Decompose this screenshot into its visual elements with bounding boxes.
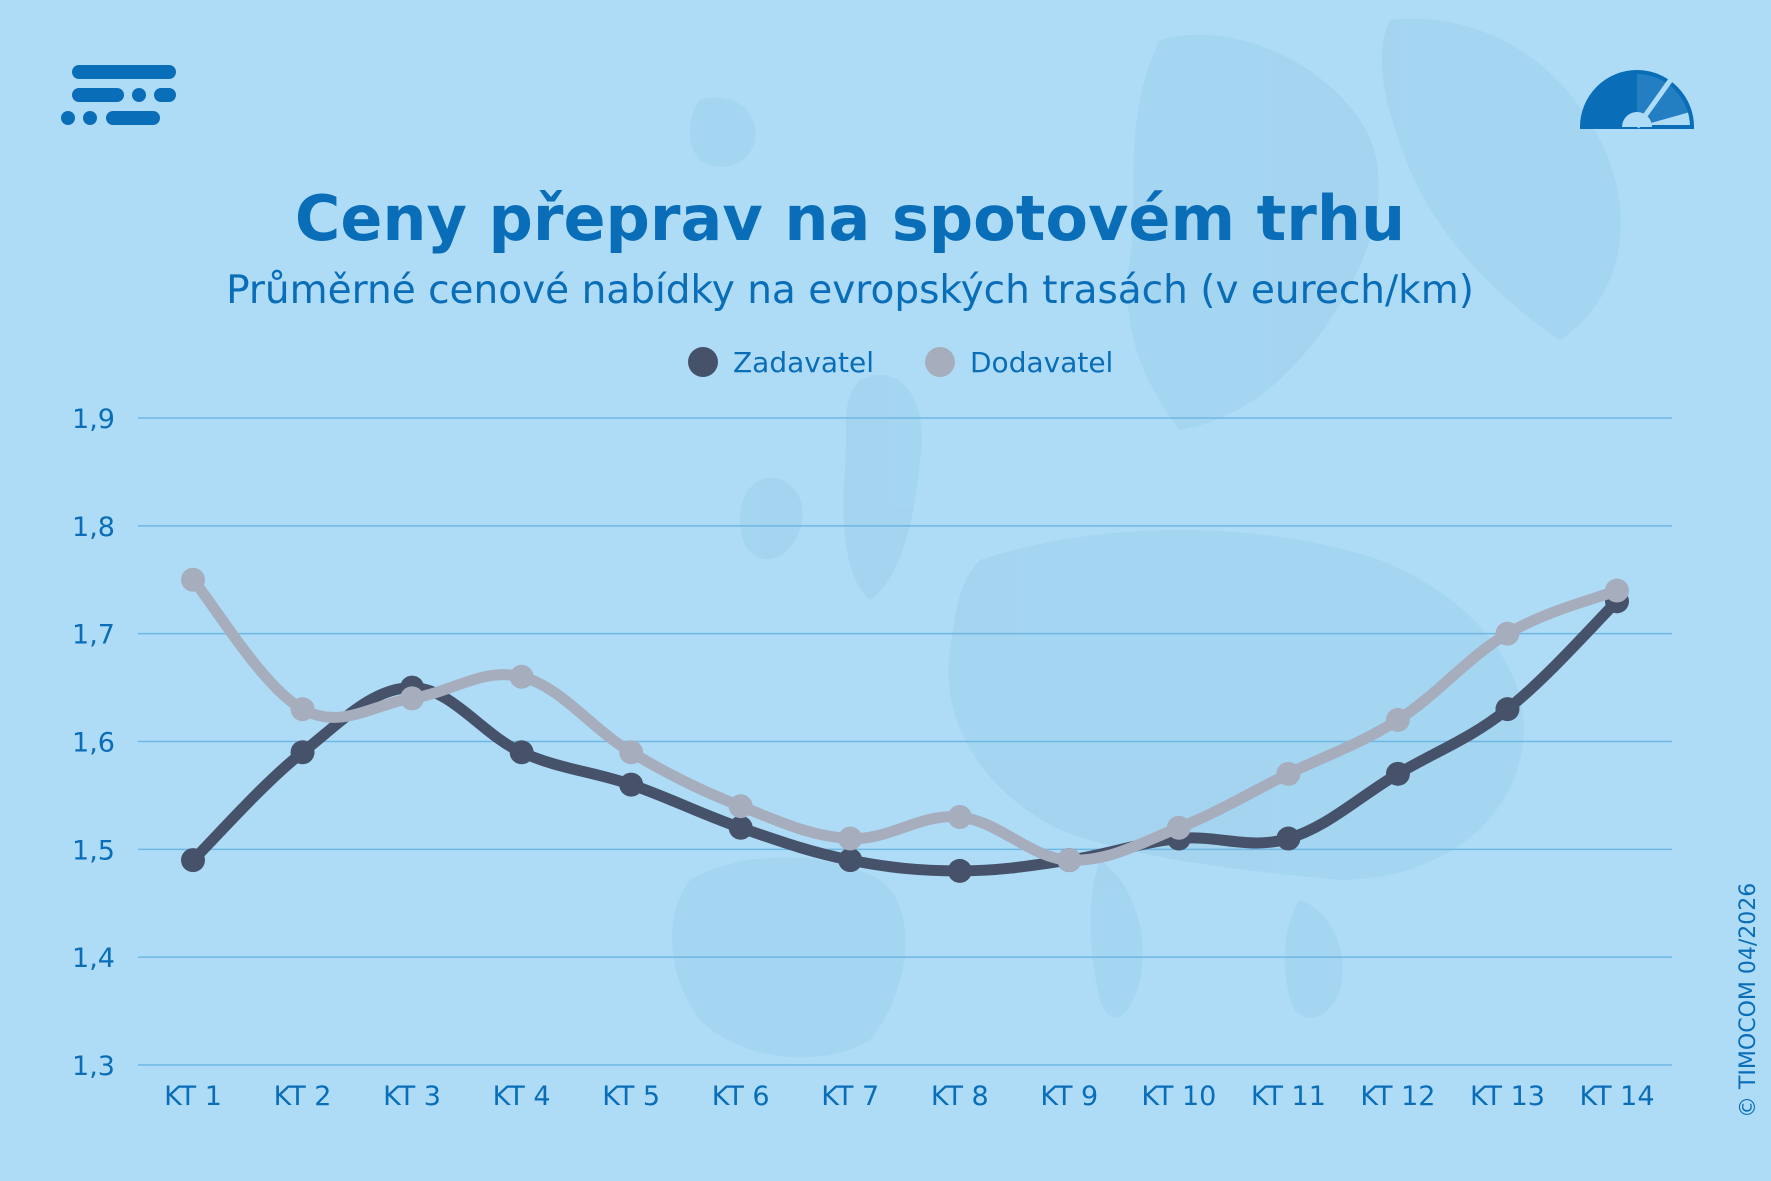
x-tick-label: KT 10: [1141, 1081, 1216, 1112]
y-tick-label: 1,9: [72, 404, 115, 435]
x-axis-tick-labels: KT 1 KT 2 KT 3 KT 4 KT 5 KT 6 KT 7 KT 8 KT 9 KT 1…: [164, 1081, 1654, 1112]
data-point-dodavatel: [619, 740, 644, 765]
x-tick-label: KT 1: [164, 1081, 222, 1112]
y-tick-label: 1,8: [72, 512, 115, 543]
x-tick-label: KT 13: [1470, 1081, 1545, 1112]
data-point-dodavatel: [1057, 848, 1082, 873]
data-point-zadavatel: [619, 772, 644, 797]
data-point-dodavatel: [181, 567, 205, 592]
data-point-dodavatel: [838, 826, 863, 851]
y-tick-label: 1,6: [72, 728, 115, 759]
y-tick-label: 1,4: [72, 943, 115, 974]
legend-label-dodavatel: Dodavatel: [970, 346, 1113, 379]
data-point-zadavatel: [290, 740, 315, 765]
data-point-zadavatel: [509, 740, 534, 765]
gauge-icon: [1580, 70, 1694, 129]
legend-label-zadavatel: Zadavatel: [733, 346, 874, 379]
y-tick-label: 1,5: [72, 835, 115, 866]
data-point-zadavatel: [838, 848, 863, 873]
data-point-zadavatel: [728, 815, 753, 840]
data-point-dodavatel: [1495, 621, 1520, 646]
data-point-zadavatel: [1276, 826, 1301, 851]
timocom-logo-icon: [61, 65, 176, 125]
x-tick-label: KT 5: [602, 1081, 660, 1112]
x-tick-label: KT 2: [274, 1081, 332, 1112]
legend-marker-dodavatel: [925, 347, 955, 377]
data-point-dodavatel: [1605, 578, 1629, 603]
data-point-dodavatel: [400, 686, 425, 711]
y-tick-label: 1,3: [72, 1051, 115, 1082]
x-tick-label: KT 14: [1579, 1081, 1654, 1112]
x-tick-label: KT 7: [821, 1081, 879, 1112]
legend: Zadavatel Dodavatel: [688, 346, 1113, 379]
data-point-zadavatel: [947, 858, 972, 883]
data-point-zadavatel: [1385, 761, 1410, 786]
legend-marker-zadavatel: [688, 347, 718, 377]
data-point-dodavatel: [728, 794, 753, 819]
x-tick-label: KT 4: [493, 1081, 551, 1112]
data-point-dodavatel: [1276, 761, 1301, 786]
x-tick-label: KT 8: [931, 1081, 989, 1112]
y-gridlines: [138, 417, 1672, 1066]
data-point-dodavatel: [947, 804, 972, 829]
y-axis-tick-labels: 1,3 1,4 1,5 1,6 1,7 1,8 1,9: [72, 404, 115, 1082]
x-tick-label: KT 6: [712, 1081, 770, 1112]
x-tick-label: KT 11: [1251, 1081, 1326, 1112]
series-lines: [181, 567, 1629, 883]
data-point-dodavatel: [509, 664, 534, 689]
copyright-credit: © TIMOCOM 04/2026: [1736, 882, 1761, 1118]
chart-subtitle: Průměrné cenové nabídky na evropských tr…: [226, 268, 1474, 313]
data-point-zadavatel: [1495, 697, 1520, 722]
y-tick-label: 1,7: [72, 620, 115, 651]
x-tick-label: KT 9: [1040, 1081, 1098, 1112]
x-tick-label: KT 12: [1360, 1081, 1435, 1112]
europe-map-background: [671, 18, 1621, 1058]
x-tick-label: KT 3: [383, 1081, 441, 1112]
data-point-dodavatel: [1166, 815, 1191, 840]
data-point-dodavatel: [1385, 707, 1410, 732]
data-point-zadavatel: [181, 848, 205, 873]
chart-title: Ceny přeprav na spotovém trhu: [294, 182, 1406, 255]
data-point-dodavatel: [290, 697, 315, 722]
